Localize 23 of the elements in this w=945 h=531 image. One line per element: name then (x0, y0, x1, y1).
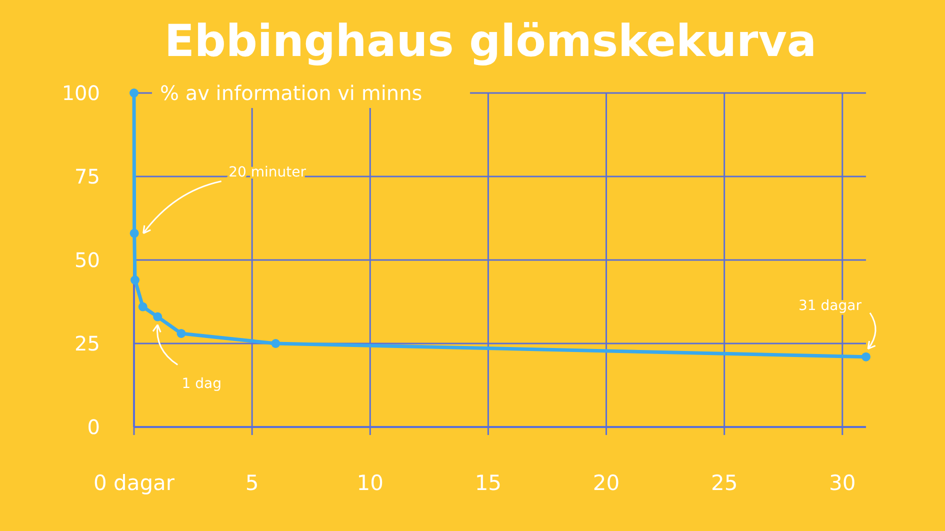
point (176, 328, 186, 338)
point (130, 276, 140, 285)
point (130, 88, 138, 98)
point (153, 312, 162, 322)
x-tick-label: 20 (592, 471, 620, 495)
point (862, 352, 870, 362)
x-tick-label: 5 (245, 471, 259, 495)
y-axis-title: % av information vi minns (160, 81, 422, 105)
point (138, 302, 148, 312)
y-tick-label: 25 (74, 332, 100, 356)
y-tick-label: 100 (62, 81, 100, 105)
x-tick-label: 0 dagar (93, 471, 175, 495)
y-tick-label: 75 (74, 164, 100, 188)
y-tick-label: 0 (87, 415, 100, 439)
x-tick-label: 30 (829, 471, 856, 495)
y-tick-label: 50 (74, 248, 100, 272)
annotation: 1 dag (182, 376, 222, 392)
chart-title: Ebbinghaus glömskekurva (164, 16, 817, 67)
x-tick-label: 15 (474, 471, 502, 495)
x-tick-label: 25 (710, 471, 738, 495)
point (130, 228, 139, 238)
x-tick-label: 10 (356, 471, 384, 495)
point (271, 339, 280, 348)
